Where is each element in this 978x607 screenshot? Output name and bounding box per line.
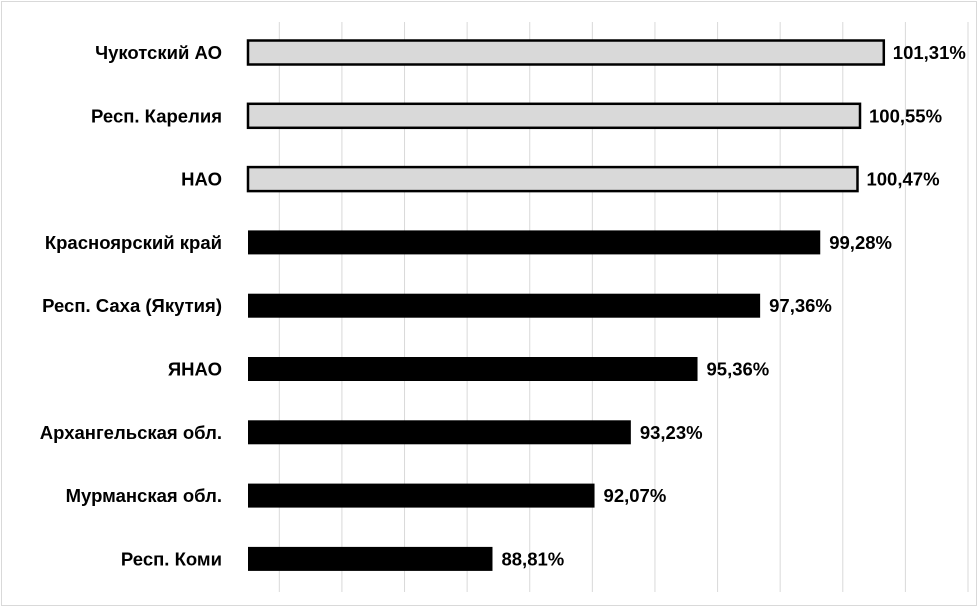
category-label: Красноярский край xyxy=(45,232,222,253)
category-label: ЯНАО xyxy=(168,359,222,380)
data-label: 101,31% xyxy=(893,42,966,63)
category-labels: Чукотский АО Респ. Карелия НАО Красноярский… xyxy=(40,42,222,569)
category-label: Чукотский АО xyxy=(95,42,222,63)
bar xyxy=(248,293,761,318)
bar xyxy=(246,39,886,66)
data-label: 92,07% xyxy=(604,485,667,506)
data-label: 88,81% xyxy=(501,548,564,569)
bar xyxy=(246,102,862,130)
category-label: Мурманская обл. xyxy=(66,485,222,506)
bar xyxy=(248,546,493,571)
data-label: 93,23% xyxy=(640,422,703,443)
data-label: 97,36% xyxy=(769,295,832,316)
category-label: Респ. Саха (Якутия) xyxy=(42,295,222,316)
bars xyxy=(246,39,886,571)
bar xyxy=(246,165,859,193)
data-label: 99,28% xyxy=(829,232,892,253)
category-label: Архангельская обл. xyxy=(40,422,222,443)
bar xyxy=(248,483,595,508)
data-label: 100,47% xyxy=(866,169,939,190)
category-label: Респ. Карелия xyxy=(91,105,222,126)
data-label: 100,55% xyxy=(869,105,942,126)
category-label: НАО xyxy=(181,169,222,190)
bar xyxy=(248,420,631,445)
category-label: Респ. Коми xyxy=(121,548,222,569)
bar xyxy=(248,230,821,255)
data-labels: 101,31% 100,55% 100,47% 99,28% 97,36% 95,36% 9… xyxy=(501,42,965,569)
data-label: 95,36% xyxy=(707,359,770,380)
bar xyxy=(248,357,698,381)
